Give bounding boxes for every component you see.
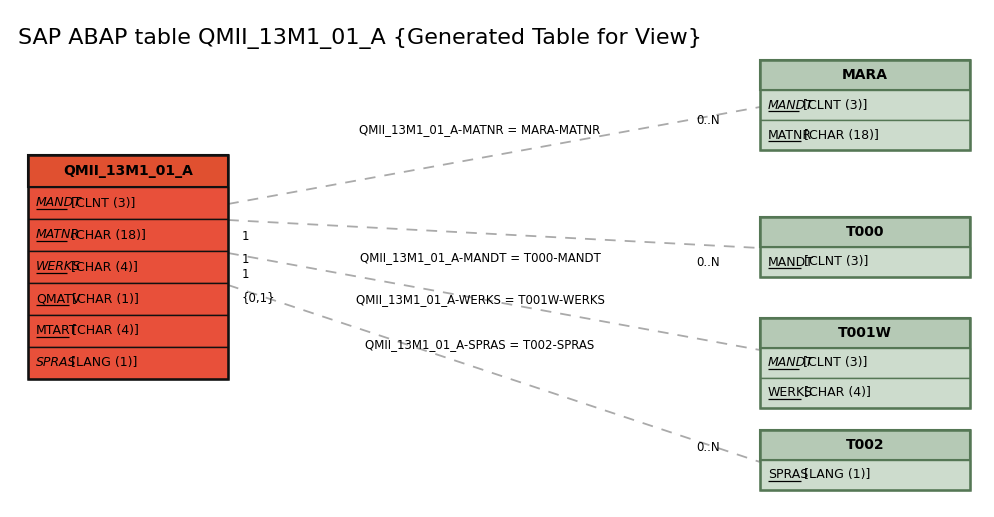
Bar — [759, 217, 969, 247]
Text: SAP ABAP table QMII_13M1_01_A {Generated Table for View}: SAP ABAP table QMII_13M1_01_A {Generated… — [18, 28, 701, 49]
Bar — [28, 219, 228, 251]
Text: [LANG (1)]: [LANG (1)] — [67, 357, 137, 370]
Bar — [759, 60, 969, 90]
Bar — [759, 90, 969, 120]
Text: [CHAR (4)]: [CHAR (4)] — [69, 325, 139, 338]
Text: MATNR: MATNR — [767, 129, 811, 142]
Text: MANDT: MANDT — [767, 357, 813, 370]
Text: [LANG (1)]: [LANG (1)] — [800, 468, 870, 481]
Bar — [759, 348, 969, 378]
Bar — [759, 460, 969, 490]
Text: QMATV: QMATV — [36, 293, 81, 306]
Text: WERKS: WERKS — [767, 387, 812, 400]
Bar — [28, 251, 228, 283]
Text: MANDT: MANDT — [36, 196, 82, 209]
Text: T001W: T001W — [837, 326, 891, 340]
Bar — [759, 318, 969, 408]
Text: SPRAS: SPRAS — [767, 468, 807, 481]
Text: {0,1}: {0,1} — [242, 292, 275, 305]
Text: QMII_13M1_01_A-MANDT = T000-MANDT: QMII_13M1_01_A-MANDT = T000-MANDT — [359, 251, 599, 265]
Bar — [759, 318, 969, 348]
Text: [CHAR (4)]: [CHAR (4)] — [67, 261, 138, 273]
Bar — [28, 315, 228, 347]
Text: SPRAS: SPRAS — [36, 357, 77, 370]
Bar — [28, 155, 228, 379]
Text: [CLNT (3)]: [CLNT (3)] — [67, 196, 135, 209]
Text: QMII_13M1_01_A-SPRAS = T002-SPRAS: QMII_13M1_01_A-SPRAS = T002-SPRAS — [365, 339, 594, 352]
Text: [CHAR (18)]: [CHAR (18)] — [800, 129, 879, 142]
Text: WERKS: WERKS — [36, 261, 81, 273]
Text: QMII_13M1_01_A-MATNR = MARA-MATNR: QMII_13M1_01_A-MATNR = MARA-MATNR — [359, 124, 600, 136]
Bar — [759, 430, 969, 490]
Text: 1
1: 1 1 — [242, 253, 249, 281]
Text: MANDT: MANDT — [767, 255, 813, 268]
Text: T000: T000 — [845, 225, 884, 239]
Text: [CHAR (4)]: [CHAR (4)] — [800, 387, 871, 400]
Bar — [759, 120, 969, 150]
Text: MARA: MARA — [841, 68, 887, 82]
Text: [CLNT (3)]: [CLNT (3)] — [798, 99, 867, 112]
Bar — [759, 60, 969, 150]
Bar — [28, 283, 228, 315]
Text: 0..N: 0..N — [696, 442, 720, 454]
Text: MTART: MTART — [36, 325, 78, 338]
Text: QMII_13M1_01_A-WERKS = T001W-WERKS: QMII_13M1_01_A-WERKS = T001W-WERKS — [355, 294, 603, 307]
Text: MANDT: MANDT — [767, 99, 813, 112]
Text: QMII_13M1_01_A: QMII_13M1_01_A — [63, 164, 193, 178]
Bar — [28, 187, 228, 219]
Text: [CHAR (18)]: [CHAR (18)] — [67, 229, 146, 241]
Text: [CLNT (3)]: [CLNT (3)] — [798, 357, 867, 370]
Bar — [759, 217, 969, 277]
Text: [CHAR (1)]: [CHAR (1)] — [69, 293, 139, 306]
Bar — [759, 430, 969, 460]
Text: 1: 1 — [242, 230, 249, 242]
Text: T002: T002 — [845, 438, 884, 452]
Bar — [759, 247, 969, 277]
Text: [CLNT (3)]: [CLNT (3)] — [800, 255, 868, 268]
Bar — [28, 347, 228, 379]
Text: 0..N: 0..N — [696, 255, 720, 268]
Text: 0..N: 0..N — [696, 114, 720, 127]
Text: MATNR: MATNR — [36, 229, 80, 241]
Bar — [759, 378, 969, 408]
Bar — [28, 155, 228, 187]
